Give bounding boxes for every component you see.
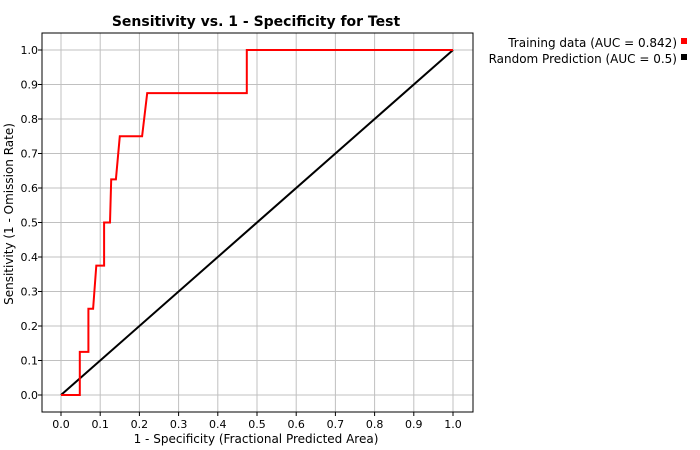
y-tick-label: 0.3 (21, 286, 39, 299)
axis-ticks: 0.0 0.1 0.2 0.3 0.4 0.5 0.6 0.7 0.8 0.9 1.0 0.0 0.1 0… (21, 44, 462, 431)
legend: Training data (AUC = 0.842) Random Predic… (489, 36, 687, 66)
chart-title: Sensitivity vs. 1 - Specificity for Test (112, 14, 401, 30)
y-tick-label: 0.6 (21, 182, 39, 195)
x-axis-title: 1 - Specificity (Fractional Predicted Ar… (134, 432, 379, 446)
y-tick-label: 0.9 (21, 79, 39, 92)
y-tick-label: 0.2 (21, 320, 39, 333)
x-tick-label: 0.9 (405, 418, 423, 431)
y-tick-label: 0.0 (21, 389, 39, 402)
series-line (61, 49, 453, 396)
x-tick-label: 0.3 (170, 418, 188, 431)
x-tick-label: 0.2 (131, 418, 149, 431)
x-tick-label: 0.6 (287, 418, 305, 431)
y-tick-label: 0.8 (21, 113, 39, 126)
x-tick-label: 1.0 (444, 418, 462, 431)
y-tick-label: 0.4 (21, 251, 39, 264)
x-tick-label: 0.4 (209, 418, 227, 431)
y-tick-label: 0.5 (21, 217, 39, 230)
series-layer (60, 49, 454, 396)
x-tick-label: 0.0 (52, 418, 70, 431)
y-axis-title: Sensitivity (1 - Omission Rate) (2, 123, 16, 305)
y-tick-label: 0.1 (21, 355, 39, 368)
y-tick-label: 1.0 (21, 44, 39, 57)
legend-label: Training data (AUC = 0.842) (507, 36, 677, 50)
y-tick-label: 0.7 (21, 148, 39, 161)
x-tick-label: 0.5 (248, 418, 266, 431)
legend-swatch (681, 54, 687, 60)
legend-label: Random Prediction (AUC = 0.5) (489, 52, 677, 66)
series-line (60, 49, 454, 396)
x-tick-label: 0.8 (366, 418, 384, 431)
x-tick-label: 0.7 (327, 418, 345, 431)
x-tick-label: 0.1 (91, 418, 109, 431)
legend-swatch (681, 38, 687, 44)
